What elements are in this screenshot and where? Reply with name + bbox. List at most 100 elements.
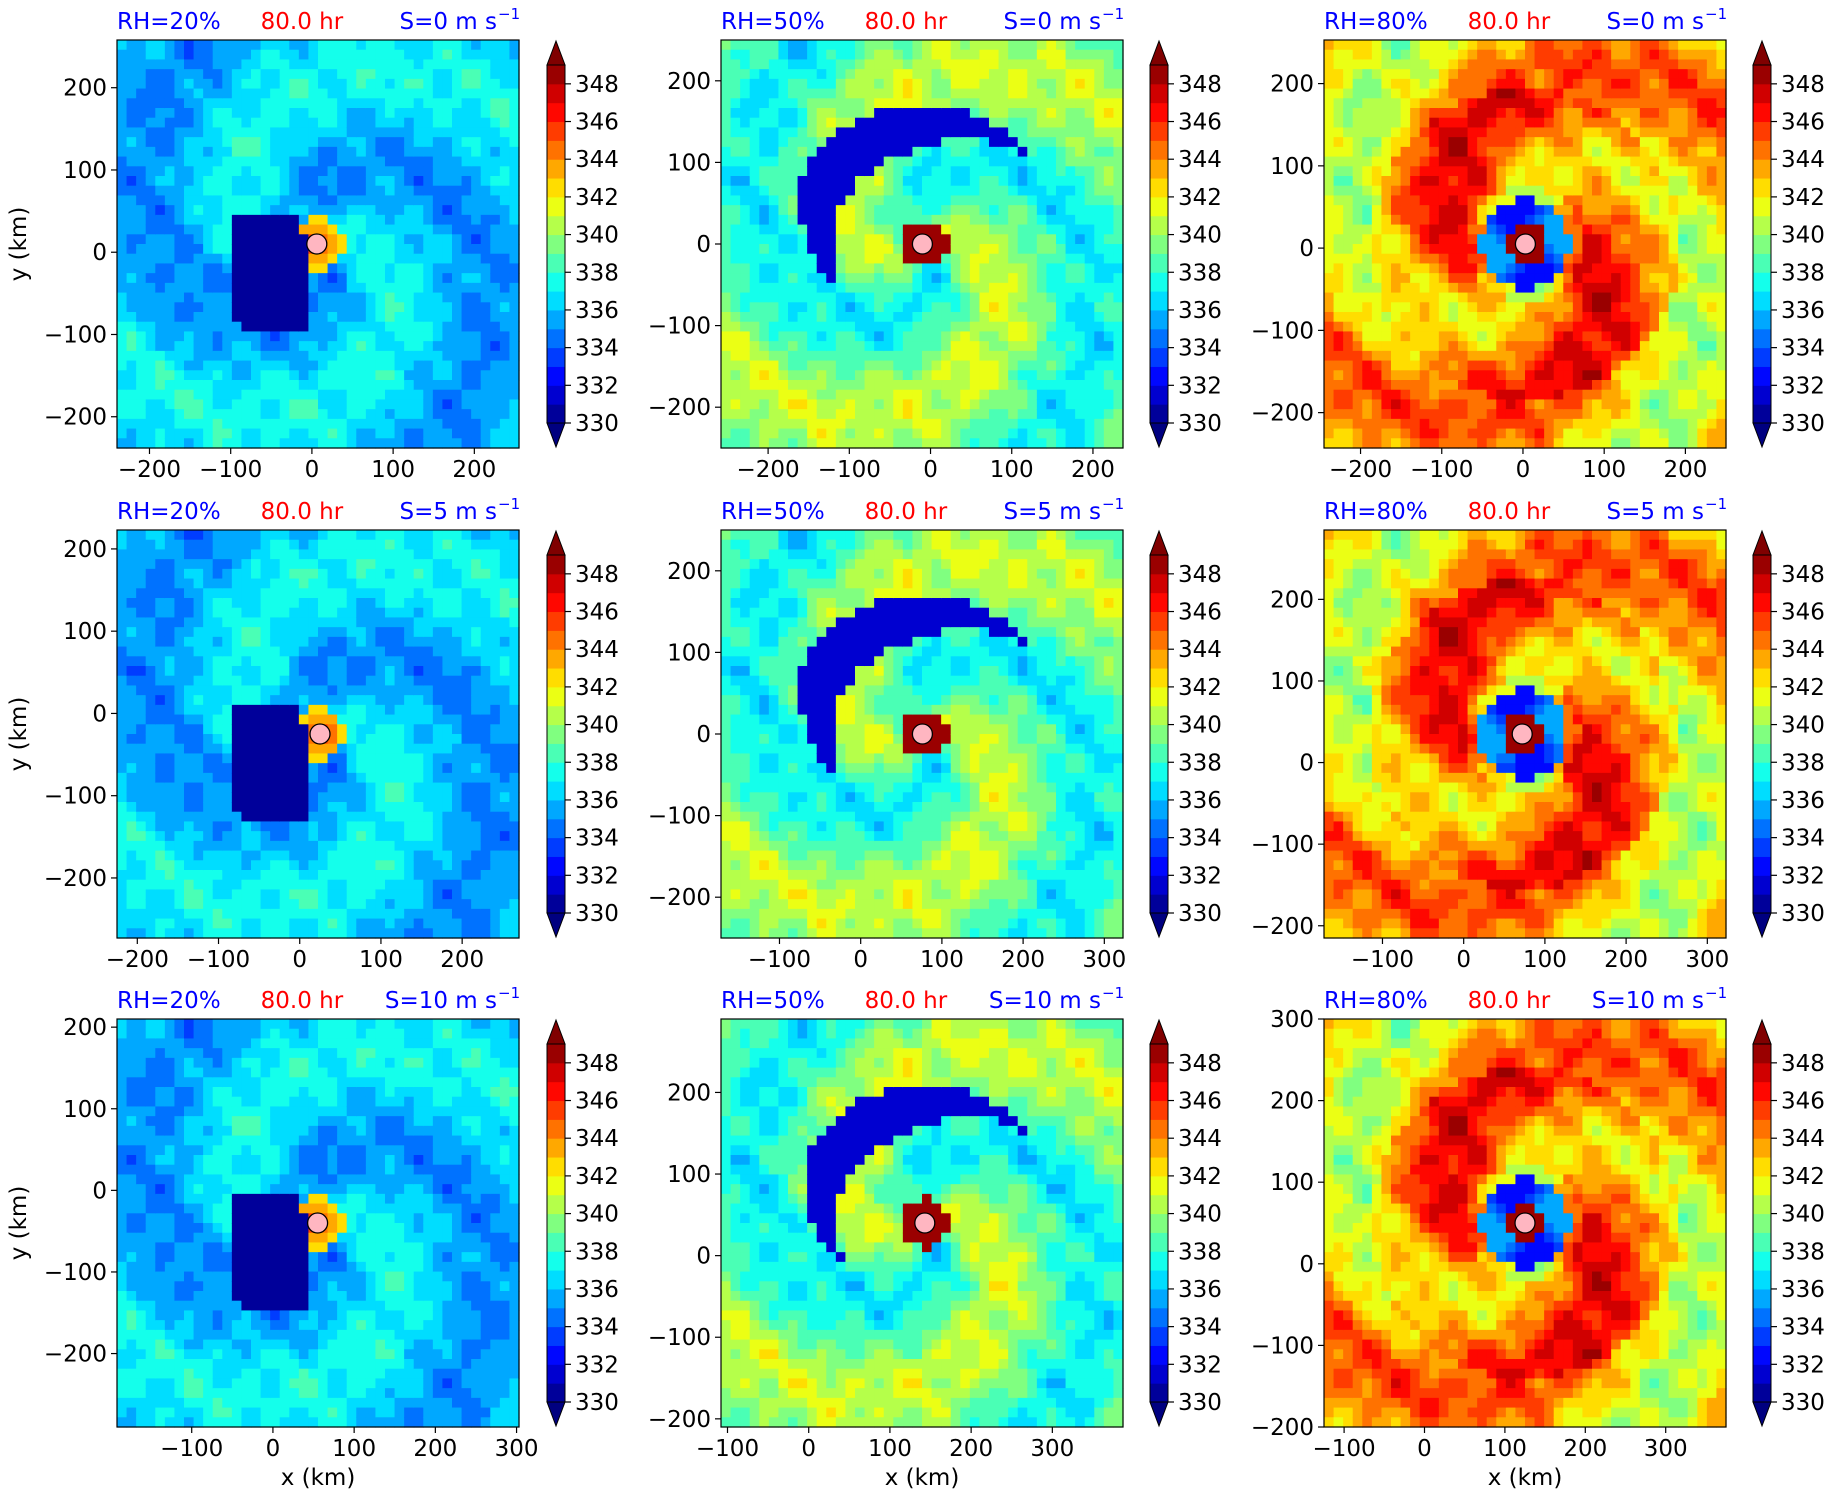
heatmap-cell [1037,50,1047,60]
heatmap-cell [117,69,127,79]
heatmap-cell [1535,98,1545,108]
heatmap-cell [241,69,251,79]
heatmap-cell [194,79,204,89]
heatmap-cell [922,302,932,312]
heatmap-cell [750,59,760,69]
heatmap-cell [893,283,903,293]
heatmap-cell [1525,263,1535,273]
heatmap-cell [337,225,347,235]
heatmap-cell [213,195,223,205]
heatmap-cell [1391,127,1401,137]
heatmap-cell [1334,98,1344,108]
heatmap-cell [1535,263,1545,273]
heatmap-cell [289,380,299,390]
heatmap-cell [1046,390,1056,400]
heatmap-cell [1075,399,1085,409]
heatmap-cell [1573,89,1583,99]
heatmap-cell [941,157,951,167]
heatmap-cell [979,380,989,390]
heatmap-cell [1334,273,1344,283]
heatmap-cell [1506,370,1516,380]
heatmap-cell [318,225,328,235]
heatmap-cell [1334,166,1344,176]
heatmap-cell [759,118,769,128]
heatmap-cell [433,341,443,351]
heatmap-cell [788,438,798,448]
heatmap-cell [721,244,731,254]
heatmap-cell [1066,351,1076,361]
heatmap-cell [1611,127,1621,137]
heatmap-cell [1008,399,1018,409]
heatmap-cell [1563,186,1573,196]
heatmap-cell [117,147,127,157]
heatmap-cell [1401,205,1411,215]
heatmap-cell [165,254,175,264]
heatmap-cell [932,147,942,157]
heatmap-cell [855,157,865,167]
heatmap-cell [146,147,156,157]
heatmap-cell [759,341,769,351]
heatmap-cell [1362,263,1372,273]
heatmap-cell [817,254,827,264]
heatmap-cell [261,215,271,225]
heatmap-cell [270,409,280,419]
heatmap-cell [1008,254,1018,264]
heatmap-cell [1343,98,1353,108]
heatmap-cell [1420,59,1430,69]
heatmap-cell [509,419,519,429]
heatmap-cell [1544,40,1554,50]
heatmap-cell [241,50,251,60]
heatmap-cell [740,254,750,264]
heatmap-cell [798,361,808,371]
heatmap-cell [1324,244,1334,254]
colorbar-tick-label: 336 [575,298,619,324]
heatmap-cell [1391,157,1401,167]
heatmap-cell [1496,205,1506,215]
heatmap-cell [471,69,481,79]
heatmap-cell [395,419,405,429]
heatmap-cell [759,361,769,371]
heatmap-cell [855,166,865,176]
heatmap-cell [509,351,519,361]
heatmap-cell [442,137,452,147]
heatmap-cell [155,361,165,371]
heatmap-cell [932,312,942,322]
heatmap-cell [1066,234,1076,244]
heatmap-cell [1582,351,1592,361]
heatmap-cell [203,137,213,147]
heatmap-cell [1563,137,1573,147]
heatmap-cell [912,438,922,448]
heatmap-cell [117,429,127,439]
heatmap-cell [1018,399,1028,409]
heatmap-cell [1075,341,1085,351]
heatmap-cell [194,69,204,79]
heatmap-cell [1008,79,1018,89]
heatmap-cell [1468,312,1478,322]
colorbar-extend-max [1150,41,1168,65]
heatmap-cell [184,380,194,390]
heatmap-cell [1037,331,1047,341]
heatmap-cell [951,234,961,244]
heatmap-cell [1602,390,1612,400]
heatmap-cell [280,429,290,439]
heatmap-cell [740,50,750,60]
heatmap-cell [912,361,922,371]
heatmap-cell [750,166,760,176]
heatmap-cell [509,302,519,312]
heatmap-cell [807,195,817,205]
heatmap-cell [1075,186,1085,196]
heatmap-cell [740,137,750,147]
heatmap-cell [1554,176,1564,186]
heatmap-cell [884,147,894,157]
heatmap-cell [874,399,884,409]
heatmap-cell [1037,370,1047,380]
heatmap-cell [328,312,338,322]
heatmap-cell [912,98,922,108]
heatmap-cell [1094,225,1104,235]
heatmap-cell [347,157,357,167]
heatmap-cell [1362,137,1372,147]
heatmap-cell [788,69,798,79]
heatmap-cell [337,215,347,225]
heatmap-cell [270,322,280,332]
heatmap-cell [1113,118,1123,128]
